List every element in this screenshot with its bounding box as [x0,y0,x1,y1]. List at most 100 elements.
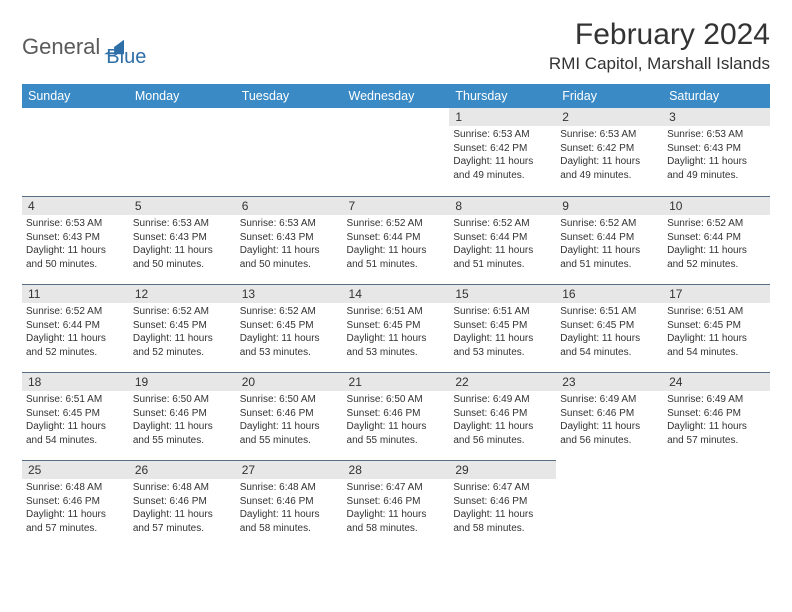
day-number: 10 [663,196,770,215]
weekday-header: Thursday [449,84,556,108]
sunset-line: Sunset: 6:44 PM [347,231,446,245]
calendar-row: 1Sunrise: 6:53 AMSunset: 6:42 PMDaylight… [22,108,770,196]
brand-name-part1: General [22,34,100,60]
sunrise-line: Sunrise: 6:47 AM [347,481,446,495]
sunset-line: Sunset: 6:45 PM [347,319,446,333]
sunrise-line: Sunrise: 6:50 AM [347,393,446,407]
daylight-line: Daylight: 11 hours and 57 minutes. [667,420,766,447]
calendar-cell-empty [663,460,770,548]
weekday-row: SundayMondayTuesdayWednesdayThursdayFrid… [22,84,770,108]
daylight-line: Daylight: 11 hours and 51 minutes. [453,244,552,271]
daylight-line: Daylight: 11 hours and 53 minutes. [347,332,446,359]
daylight-line: Daylight: 11 hours and 53 minutes. [240,332,339,359]
day-details: Sunrise: 6:49 AMSunset: 6:46 PMDaylight:… [556,391,663,451]
day-number: 1 [449,108,556,126]
calendar-cell: 4Sunrise: 6:53 AMSunset: 6:43 PMDaylight… [22,196,129,284]
sunset-line: Sunset: 6:43 PM [667,142,766,156]
day-details: Sunrise: 6:53 AMSunset: 6:43 PMDaylight:… [236,215,343,275]
day-details: Sunrise: 6:53 AMSunset: 6:42 PMDaylight:… [449,126,556,186]
sunrise-line: Sunrise: 6:51 AM [560,305,659,319]
sunset-line: Sunset: 6:43 PM [240,231,339,245]
daylight-line: Daylight: 11 hours and 54 minutes. [560,332,659,359]
sunrise-line: Sunrise: 6:53 AM [453,128,552,142]
calendar-cell: 19Sunrise: 6:50 AMSunset: 6:46 PMDayligh… [129,372,236,460]
day-details: Sunrise: 6:51 AMSunset: 6:45 PMDaylight:… [663,303,770,363]
day-number: 16 [556,284,663,303]
calendar-body: 1Sunrise: 6:53 AMSunset: 6:42 PMDaylight… [22,108,770,548]
calendar-cell: 27Sunrise: 6:48 AMSunset: 6:46 PMDayligh… [236,460,343,548]
calendar-cell: 14 Sunrise: 6:51 AMSunset: 6:45 PMDayligh… [343,284,450,372]
daylight-line: Daylight: 11 hours and 55 minutes. [240,420,339,447]
calendar-row: 25Sunrise: 6:48 AMSunset: 6:46 PMDayligh… [22,460,770,548]
sunset-line: Sunset: 6:45 PM [667,319,766,333]
sunrise-line: Sunrise: 6:48 AM [26,481,125,495]
sunset-line: Sunset: 6:46 PM [667,407,766,421]
day-details: Sunrise: 6:51 AMSunset: 6:45 PMDaylight:… [22,391,129,451]
daylight-line: Daylight: 11 hours and 53 minutes. [453,332,552,359]
daylight-line: Daylight: 11 hours and 54 minutes. [667,332,766,359]
calendar-row: 4Sunrise: 6:53 AMSunset: 6:43 PMDaylight… [22,196,770,284]
brand-name-part2: Blue [106,46,146,69]
day-details: Sunrise: 6:52 AMSunset: 6:45 PMDaylight:… [236,303,343,363]
day-details: Sunrise: 6:52 AMSunset: 6:44 PMDaylight:… [343,215,450,275]
day-details: Sunrise: 6:47 AMSunset: 6:46 PMDaylight:… [449,479,556,539]
calendar-cell: 13Sunrise: 6:52 AMSunset: 6:45 PMDayligh… [236,284,343,372]
daylight-line: Daylight: 11 hours and 50 minutes. [26,244,125,271]
day-details: Sunrise: 6:52 AMSunset: 6:45 PMDaylight:… [129,303,236,363]
day-details: Sunrise: 6:50 AMSunset: 6:46 PMDaylight:… [343,391,450,451]
weekday-header: Tuesday [236,84,343,108]
location-subtitle: RMI Capitol, Marshall Islands [549,54,770,74]
sunrise-line: Sunrise: 6:49 AM [667,393,766,407]
day-number: 5 [129,196,236,215]
sunrise-line: Sunrise: 6:48 AM [240,481,339,495]
sunset-line: Sunset: 6:45 PM [453,319,552,333]
day-details: Sunrise: 6:53 AMSunset: 6:43 PMDaylight:… [129,215,236,275]
calendar-cell: 8Sunrise: 6:52 AMSunset: 6:44 PMDaylight… [449,196,556,284]
calendar-cell: 16Sunrise: 6:51 AMSunset: 6:45 PMDayligh… [556,284,663,372]
daylight-line: Daylight: 11 hours and 58 minutes. [240,508,339,535]
sunrise-line: Sunrise: 6:53 AM [26,217,125,231]
day-number: 3 [663,108,770,126]
sunrise-line: Sunrise: 6:49 AM [453,393,552,407]
calendar-cell: 15Sunrise: 6:51 AMSunset: 6:45 PMDayligh… [449,284,556,372]
sunset-line: Sunset: 6:44 PM [667,231,766,245]
sunset-line: Sunset: 6:42 PM [453,142,552,156]
daylight-line: Daylight: 11 hours and 52 minutes. [26,332,125,359]
day-number: 6 [236,196,343,215]
day-details: Sunrise: 6:53 AMSunset: 6:43 PMDaylight:… [663,126,770,186]
sunrise-line: Sunrise: 6:50 AM [133,393,232,407]
sunrise-line: Sunrise: 6:47 AM [453,481,552,495]
calendar-cell: 3Sunrise: 6:53 AMSunset: 6:43 PMDaylight… [663,108,770,196]
daylight-line: Daylight: 11 hours and 49 minutes. [560,155,659,182]
sunset-line: Sunset: 6:46 PM [453,495,552,509]
sunset-line: Sunset: 6:44 PM [26,319,125,333]
sunrise-line: Sunrise: 6:51 AM [347,305,446,319]
daylight-line: Daylight: 11 hours and 50 minutes. [133,244,232,271]
day-number: 13 [236,284,343,303]
day-number: 23 [556,372,663,391]
weekday-header: Wednesday [343,84,450,108]
day-number: 14 [343,284,450,303]
daylight-line: Daylight: 11 hours and 52 minutes. [667,244,766,271]
calendar-cell: 2Sunrise: 6:53 AMSunset: 6:42 PMDaylight… [556,108,663,196]
daylight-line: Daylight: 11 hours and 58 minutes. [453,508,552,535]
weekday-header: Sunday [22,84,129,108]
daylight-line: Daylight: 11 hours and 55 minutes. [347,420,446,447]
day-details: Sunrise: 6:50 AMSunset: 6:46 PMDaylight:… [129,391,236,451]
day-number: 18 [22,372,129,391]
sunrise-line: Sunrise: 6:52 AM [453,217,552,231]
day-details: Sunrise: 6:52 AMSunset: 6:44 PMDaylight:… [449,215,556,275]
weekday-header: Monday [129,84,236,108]
sunrise-line: Sunrise: 6:51 AM [26,393,125,407]
day-number: 7 [343,196,450,215]
sunrise-line: Sunrise: 6:53 AM [240,217,339,231]
page-header: General Blue February 2024 RMI Capitol, … [22,18,770,74]
daylight-line: Daylight: 11 hours and 49 minutes. [453,155,552,182]
sunset-line: Sunset: 6:46 PM [347,407,446,421]
calendar-cell: 22Sunrise: 6:49 AMSunset: 6:46 PMDayligh… [449,372,556,460]
day-details: Sunrise: 6:49 AMSunset: 6:46 PMDaylight:… [449,391,556,451]
day-number: 17 [663,284,770,303]
sunrise-line: Sunrise: 6:52 AM [347,217,446,231]
daylight-line: Daylight: 11 hours and 56 minutes. [453,420,552,447]
day-details: Sunrise: 6:49 AMSunset: 6:46 PMDaylight:… [663,391,770,451]
